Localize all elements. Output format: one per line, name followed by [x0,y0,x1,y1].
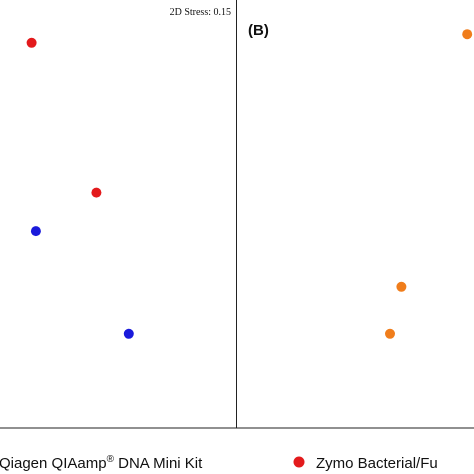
panel-b: (B) [248,22,473,339]
panel-a-point-4 [123,328,134,339]
panel-a-point-2 [91,187,102,198]
panel-a-points [26,37,134,339]
panel-b-point-2 [396,281,407,292]
panel-a-point-3 [30,226,41,237]
legend-label-qiagen: Qiagen QIAamp® DNA Mini Kit [0,454,203,472]
stress-annotation: 2D Stress: 0.15 [170,7,231,18]
legend-label-zymo: Zymo Bacterial/Fu [316,455,438,472]
legend-label-qiagen-name: Qiagen QIAamp [0,455,107,472]
panel-b-point-3 [385,328,395,339]
legend-label-qiagen-tail: DNA Mini Kit [114,455,203,472]
panel-b-point-1 [462,29,473,40]
legend-swatch-zymo [293,456,305,468]
panel-b-label: (B) [248,22,269,39]
panel-b-points [385,29,473,339]
legend: Qiagen QIAamp® DNA Mini Kit Zymo Bacteri… [0,454,438,472]
panel-a: 2D Stress: 0.15 [26,0,237,428]
legend-label-qiagen-sup: ® [107,454,115,465]
panel-a-point-1 [26,37,37,48]
